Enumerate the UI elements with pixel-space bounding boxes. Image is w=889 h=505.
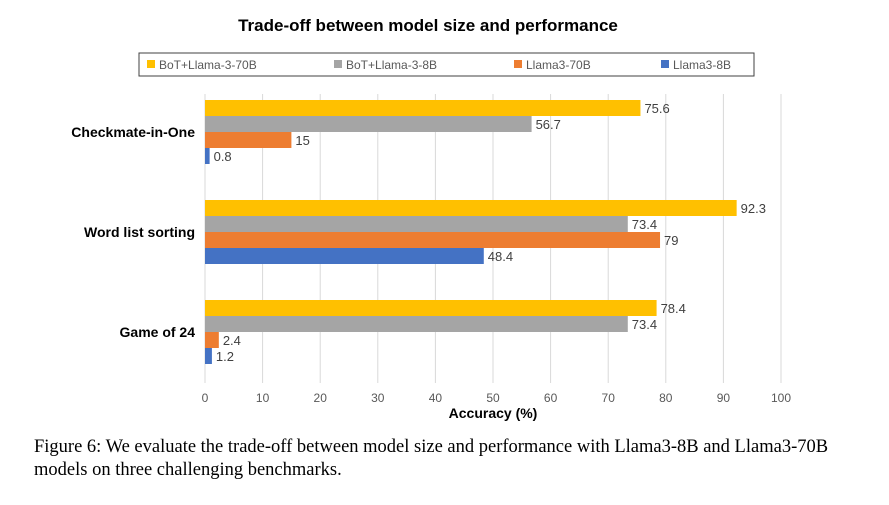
legend-box xyxy=(138,52,755,77)
data-label: 0.8 xyxy=(214,149,232,164)
legend: BoT+Llama-3-70B BoT+Llama-3-8B Llama3-70B L… xyxy=(138,52,755,77)
data-label: 73.4 xyxy=(632,217,657,232)
x-tick-labels: 0 10 20 30 40 50 60 70 80 90 100 xyxy=(202,391,792,405)
data-label: 2.4 xyxy=(223,333,241,348)
x-tick-label: 40 xyxy=(429,391,443,405)
bar xyxy=(205,216,628,232)
legend-label: BoT+Llama-3-8B xyxy=(346,58,437,72)
x-tick-label: 100 xyxy=(771,391,791,405)
bar xyxy=(205,248,484,264)
data-label: 15 xyxy=(295,133,309,148)
data-label: 1.2 xyxy=(216,349,234,364)
legend-label: Llama3-8B xyxy=(673,58,731,72)
bar-chart: Trade-off between model size and perform… xyxy=(71,16,792,421)
x-tick-label: 20 xyxy=(314,391,328,405)
data-label: 48.4 xyxy=(488,249,513,264)
chart-title: Trade-off between model size and perform… xyxy=(238,16,618,35)
legend-swatch xyxy=(334,60,342,68)
bar xyxy=(205,200,737,216)
x-tick-label: 70 xyxy=(602,391,616,405)
data-label: 92.3 xyxy=(741,201,766,216)
data-label: 75.6 xyxy=(644,101,669,116)
figure-caption: Figure 6: We evaluate the trade-off betw… xyxy=(34,437,829,480)
legend-label: Llama3-70B xyxy=(526,58,591,72)
x-tick-label: 50 xyxy=(486,391,500,405)
bar xyxy=(205,348,212,364)
x-tick-label: 60 xyxy=(544,391,558,405)
legend-swatch xyxy=(514,60,522,68)
category-label: Game of 24 xyxy=(120,324,196,340)
x-tick-label: 90 xyxy=(717,391,731,405)
x-axis-label: Accuracy (%) xyxy=(449,405,538,421)
bar xyxy=(205,148,210,164)
data-label: 56.7 xyxy=(536,117,561,132)
category-label: Checkmate-in-One xyxy=(71,124,195,140)
legend-label: BoT+Llama-3-70B xyxy=(159,58,257,72)
bar xyxy=(205,132,292,148)
bar xyxy=(205,316,628,332)
bar xyxy=(205,300,657,316)
data-label: 79 xyxy=(664,233,678,248)
data-label: 78.4 xyxy=(661,301,686,316)
bars: 75.6 92.3 78.4 56.7 73.4 73.4 15 79 2.4 0.8 48.4 1.… xyxy=(205,100,766,364)
x-tick-label: 30 xyxy=(371,391,385,405)
bar xyxy=(205,332,219,348)
bar xyxy=(205,100,641,116)
legend-swatch xyxy=(147,60,155,68)
bar xyxy=(205,232,661,248)
x-tick-label: 80 xyxy=(659,391,673,405)
x-tick-label: 10 xyxy=(256,391,270,405)
category-label: Word list sorting xyxy=(84,224,195,240)
chart-area: Trade-off between model size and perform… xyxy=(71,16,792,421)
data-label: 73.4 xyxy=(632,317,657,332)
x-tick-label: 0 xyxy=(202,391,209,405)
category-labels: Checkmate-in-One Word list sorting Game of… xyxy=(71,124,195,340)
bar xyxy=(205,116,532,132)
legend-swatch xyxy=(661,60,669,68)
